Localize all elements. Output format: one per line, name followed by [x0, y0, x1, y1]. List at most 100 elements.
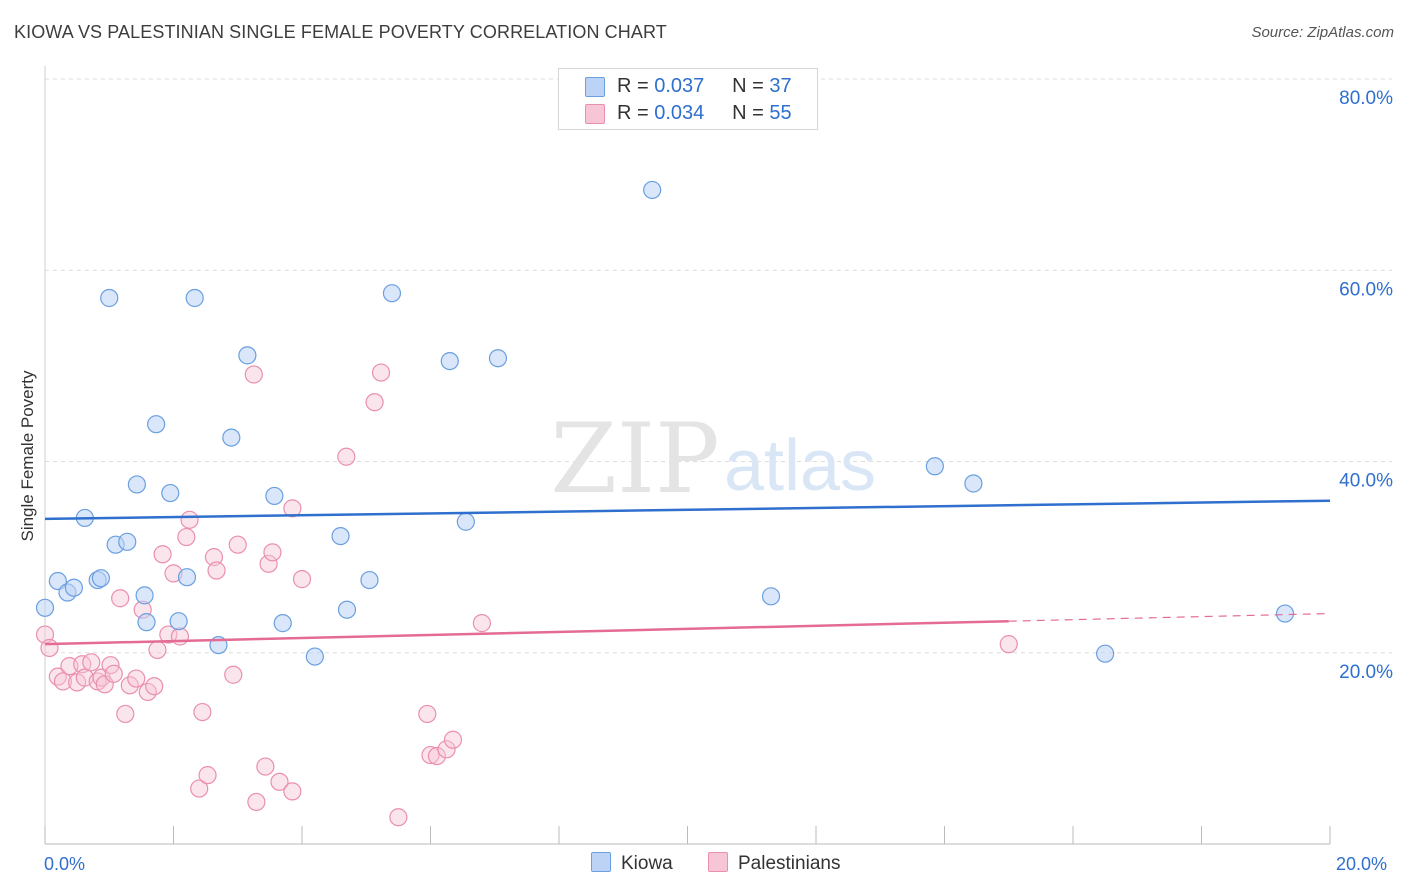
kiowa-point [100, 288, 119, 308]
palestinians-point [443, 730, 463, 749]
palestinians-point [204, 548, 224, 567]
y-tick-label: 80.0% [1339, 88, 1393, 109]
kiowa-point [1096, 644, 1115, 663]
kiowa-point [360, 570, 379, 590]
palestinians-point [224, 665, 243, 684]
legend-n-label: N = [732, 102, 764, 124]
palestinians-point [283, 499, 302, 518]
palestinians-point [53, 672, 73, 691]
kiowa-point [161, 483, 180, 503]
palestinians-trend-line [44, 619, 1009, 646]
palestinians-point [292, 570, 312, 589]
palestinians-point [159, 625, 178, 644]
palestinians-point [193, 702, 212, 722]
kiowa-point [265, 486, 284, 506]
palestinians-point [73, 655, 92, 674]
y-tick-label: 40.0% [1339, 471, 1393, 492]
kiowa-point [118, 532, 137, 551]
bottom-legend-label-palestinians: Palestinians [738, 853, 841, 874]
watermark: ZIP atlas [550, 403, 876, 515]
kiowa-point [964, 474, 983, 493]
palestinians-point [180, 510, 199, 529]
legend-n-value-palestinians: 55 [769, 102, 792, 124]
trend-lines [44, 499, 1331, 646]
palestinians-point [95, 675, 114, 694]
kiowa-point [147, 415, 166, 434]
palestinians-point [427, 746, 447, 766]
kiowa-point [925, 457, 944, 476]
kiowa-point [238, 346, 257, 365]
bottom-legend-palestinians: Palestinians [708, 852, 840, 875]
source-label: Source: ZipAtlas.com [1251, 24, 1394, 41]
legend-n-value-kiowa: 37 [769, 75, 792, 97]
kiowa-point [1275, 604, 1295, 623]
kiowa-point [488, 349, 508, 368]
kiowa-point [64, 578, 84, 597]
palestinians-point [256, 757, 275, 776]
palestinians-point [418, 704, 437, 724]
legend-r-value-palestinians: 0.034 [654, 102, 705, 124]
palestinians-point [247, 792, 266, 812]
palestinians-point [153, 545, 172, 564]
palestinians-point [365, 393, 384, 412]
kiowa-point [35, 598, 55, 617]
palestinians-point [263, 543, 282, 562]
x-tick-min: 0.0% [44, 854, 86, 874]
bottom-legend-label-kiowa: Kiowa [621, 853, 673, 874]
palestinians-point [116, 704, 135, 724]
palestinians-trend-extension [1008, 612, 1331, 622]
y-tick-label: 60.0% [1339, 279, 1393, 300]
palestinians-point [270, 772, 289, 791]
kiowa-point [456, 512, 475, 531]
legend-r-value-kiowa: 0.037 [654, 75, 705, 97]
legend-r-label: R = [617, 75, 649, 97]
kiowa-point [331, 526, 350, 546]
palestinians-point [283, 782, 302, 801]
palestinians-point [82, 653, 101, 672]
x-tick-max: 20.0% [1336, 854, 1388, 874]
kiowa-point [643, 180, 662, 200]
kiowa-point [440, 351, 459, 371]
watermark-atlas: atlas [724, 426, 876, 506]
chart-title: KIOWA VS PALESTINIAN SINGLE FEMALE POVER… [14, 22, 667, 42]
bottom-legend-kiowa: Kiowa [591, 852, 673, 875]
palestinians-point [437, 740, 456, 759]
palestinians-point [228, 535, 247, 554]
legend-r-label: R = [617, 102, 649, 124]
palestinians-point [120, 676, 139, 695]
legend-swatch-kiowa [585, 77, 605, 97]
axes [44, 66, 1331, 845]
palestinians-point [389, 808, 408, 827]
kiowa-point [222, 428, 241, 447]
palestinians-point [40, 638, 59, 658]
y-tick-label: 20.0% [1339, 662, 1393, 683]
palestinians-point [190, 779, 209, 798]
kiowa-point [169, 612, 188, 631]
kiowa-point [305, 647, 324, 666]
kiowa-point [382, 284, 402, 303]
kiowa-point [177, 568, 197, 587]
palestinians-point [198, 766, 217, 785]
y-tick-labels: 20.0% 40.0% 60.0% 80.0% [1339, 88, 1393, 683]
palestinians-point [259, 554, 278, 573]
gridlines [45, 78, 1392, 654]
palestinians-point [999, 635, 1018, 654]
palestinians-point [421, 745, 440, 765]
palestinians-point [148, 640, 167, 659]
palestinians-point [337, 447, 356, 466]
palestinians-point [207, 561, 226, 580]
kiowa-point [137, 613, 156, 632]
palestinians-point [111, 589, 130, 608]
bottom-legend-swatch-kiowa [591, 852, 611, 872]
kiowa-point [185, 288, 204, 308]
correlation-legend: R = 0.037 N = 37 R = 0.034 N = 55 [558, 68, 818, 130]
palestinians-point [177, 527, 196, 547]
legend-swatch-palestinians [585, 104, 605, 124]
palestinians-point [170, 627, 190, 646]
kiowa-point [91, 569, 110, 588]
kiowa-point [127, 475, 146, 494]
palestinians-point [104, 664, 123, 683]
watermark-zip: ZIP [550, 403, 719, 515]
kiowa-point [337, 600, 357, 619]
